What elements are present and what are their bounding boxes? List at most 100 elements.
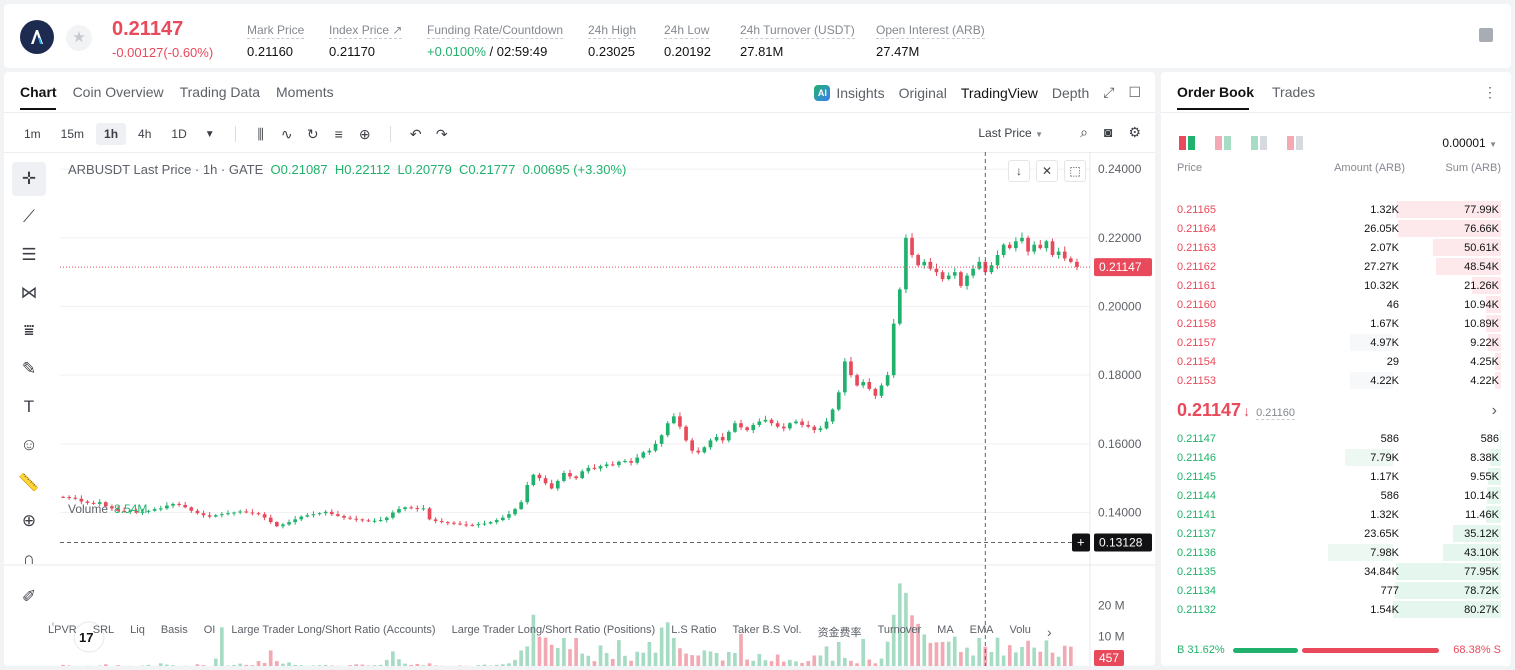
order-book-row[interactable]: 0.21145 1.17K 9.55K <box>1161 467 1511 486</box>
order-book-row[interactable]: 0.21162 27.27K 48.54K <box>1161 257 1511 276</box>
order-book-row[interactable]: 0.21134 777 78.72K <box>1161 581 1511 600</box>
volume-bar <box>659 627 664 666</box>
pencil-lock-tool-icon[interactable]: ✐ <box>21 587 37 606</box>
templates-icon[interactable]: ≡ <box>334 126 343 142</box>
order-book-row[interactable]: 0.21141 1.32K 11.46K <box>1161 505 1511 524</box>
tab-tradingview[interactable]: TradingView <box>960 84 1038 101</box>
view-both-icon[interactable] <box>1179 136 1195 150</box>
undo-icon[interactable]: ↶ <box>409 125 422 142</box>
volume-bar <box>855 663 859 666</box>
magnet-tool-icon[interactable]: ∩ <box>22 549 36 568</box>
horizontal-lines-tool-icon[interactable]: ☰ <box>21 245 37 264</box>
precision-select[interactable]: 0.00001 ▼ <box>1442 136 1497 150</box>
timeframe-1d[interactable]: 1D <box>171 127 187 141</box>
order-book-row[interactable]: 0.21147 586 586 <box>1161 429 1511 448</box>
chevron-right-icon[interactable]: › <box>1491 402 1497 419</box>
search-icon[interactable]: ⌕ <box>1080 124 1088 140</box>
guide-book-icon[interactable] <box>1479 28 1493 42</box>
indicator-item[interactable]: EMA <box>969 624 994 636</box>
timeframe-4h[interactable]: 4h <box>138 127 152 141</box>
text-tool-icon[interactable]: T <box>23 397 35 416</box>
zoom-tool-icon[interactable]: ⊕ <box>21 511 37 530</box>
indicator-item[interactable]: MA <box>937 624 954 636</box>
tab-trading-data[interactable]: Trading Data <box>179 84 261 100</box>
favorite-star-icon[interactable]: ★ <box>66 25 92 51</box>
volume-bar <box>1044 640 1049 666</box>
order-book-row[interactable]: 0.21136 7.98K 43.10K <box>1161 543 1511 562</box>
tab-moments[interactable]: Moments <box>276 84 334 100</box>
candlestick-chart[interactable]: 0.24000 0.22000 0.20000 0.18000 0.16000 0.140… <box>4 152 1155 666</box>
order-book-row[interactable]: 0.21144 586 10.14K <box>1161 486 1511 505</box>
brush-tool-icon[interactable]: ✎ <box>21 359 37 378</box>
indicator-item[interactable]: L.S Ratio <box>671 624 717 636</box>
emoji-tool-icon[interactable]: ☺ <box>20 435 38 454</box>
settings-gear-icon[interactable]: ⚙ <box>1128 124 1141 140</box>
indicator-item[interactable]: LPVR <box>48 624 77 636</box>
chevron-right-icon[interactable]: › <box>1046 624 1052 640</box>
indicator-item[interactable]: Turnover <box>877 624 922 636</box>
indicator-item[interactable]: Taker B.S Vol. <box>732 624 802 636</box>
expand-icon[interactable]: ⤢ <box>1103 84 1115 100</box>
indicator-item[interactable]: Volu <box>1009 624 1031 636</box>
fullscreen-icon[interactable]: ⬚ <box>1064 160 1086 182</box>
scroll-down-icon[interactable]: ↓ <box>1008 160 1030 182</box>
view-bids-icon[interactable] <box>1251 136 1267 150</box>
redo-icon[interactable]: ↷ <box>435 125 448 142</box>
order-book-row[interactable]: 0.21153 4.22K 4.22K <box>1161 371 1511 390</box>
chart-legend: ARBUSDT Last Price · 1h · GATE O0.21087 … <box>68 162 626 177</box>
tab-insights[interactable]: Insights <box>836 84 885 101</box>
view-asks-icon[interactable] <box>1287 136 1303 150</box>
fib-tool-icon[interactable]: ⩸ <box>23 321 35 340</box>
timeframe-1h[interactable]: 1h <box>96 123 127 145</box>
tab-coin-overview[interactable]: Coin Overview <box>72 84 164 100</box>
indicator-item[interactable]: OI <box>203 624 216 636</box>
indicator-item[interactable]: Large Trader Long/Short Ratio (Accounts) <box>231 624 436 636</box>
timeframe-1m[interactable]: 1m <box>24 127 41 141</box>
trend-line-tool-icon[interactable]: ⟋ <box>23 207 35 226</box>
divider <box>234 126 236 142</box>
screenshot-icon[interactable]: ◙ <box>1103 124 1113 140</box>
view-both-alt-icon[interactable] <box>1215 136 1231 150</box>
order-book-row[interactable]: 0.21154 29 4.25K <box>1161 352 1511 371</box>
timeframe-dropdown-icon[interactable]: ▼ <box>204 128 215 140</box>
order-book-row[interactable]: 0.21158 1.67K 10.89K <box>1161 314 1511 333</box>
add-alert-icon[interactable]: ⊕ <box>358 125 371 142</box>
indicators-icon[interactable]: ∿ <box>280 125 293 142</box>
order-book-row[interactable]: 0.21161 10.32K 21.26K <box>1161 276 1511 295</box>
order-book-row[interactable]: 0.21163 2.07K 50.61K <box>1161 238 1511 257</box>
order-book-row[interactable]: 0.21157 4.97K 9.22K <box>1161 333 1511 352</box>
collapse-icon[interactable]: ✕ <box>1036 160 1058 182</box>
candle-type-icon[interactable]: ⫼ <box>257 125 264 142</box>
indicator-item[interactable]: 资金费率 <box>817 627 862 639</box>
order-book-row[interactable]: 0.21132 1.54K 80.27K <box>1161 600 1511 619</box>
order-book-row[interactable]: 0.21137 23.65K 35.12K <box>1161 524 1511 543</box>
chart-view-tabs: AI Insights Original TradingView Depth ⤢… <box>814 84 1141 101</box>
candle-body <box>641 452 646 458</box>
tab-original[interactable]: Original <box>898 84 947 101</box>
tab-chart[interactable]: Chart <box>20 84 57 100</box>
indicator-item[interactable]: Large Trader Long/Short Ratio (Positions… <box>451 624 656 636</box>
stat-index-price[interactable]: Index Price ↗ 0.21170 <box>329 23 403 59</box>
pattern-tool-icon[interactable]: ⋈ <box>20 283 38 302</box>
window-icon[interactable]: ☐ <box>1128 84 1141 100</box>
indicator-item[interactable]: Basis <box>160 624 188 636</box>
more-menu-icon[interactable]: ⋮ <box>1483 84 1497 100</box>
order-book-row[interactable]: 0.21165 1.32K 77.99K <box>1161 200 1511 219</box>
tab-order-book[interactable]: Order Book <box>1177 84 1255 100</box>
order-book-row[interactable]: 0.21160 46 10.94K <box>1161 295 1511 314</box>
indicator-item[interactable]: Liq <box>130 624 145 636</box>
order-book-row[interactable]: 0.21164 26.05K 76.66K <box>1161 219 1511 238</box>
timeframe-15m[interactable]: 15m <box>60 127 85 141</box>
order-book-row[interactable]: 0.21146 7.79K 8.38K <box>1161 448 1511 467</box>
indicator-item[interactable]: SRL <box>92 624 115 636</box>
ruler-tool-icon[interactable]: 📏 <box>18 473 40 492</box>
tab-trades[interactable]: Trades <box>1272 84 1316 100</box>
candle-body <box>452 522 456 524</box>
price-type-select[interactable]: Last Price ▼ <box>978 126 1043 140</box>
volume-bar <box>329 665 334 666</box>
order-book-row[interactable]: 0.21135 34.84K 77.95K <box>1161 562 1511 581</box>
crosshair-tool-icon[interactable]: ✛ <box>12 162 46 196</box>
replay-icon[interactable]: ↻ <box>306 125 319 142</box>
volume-bar <box>885 641 890 666</box>
tab-depth[interactable]: Depth <box>1051 84 1090 101</box>
